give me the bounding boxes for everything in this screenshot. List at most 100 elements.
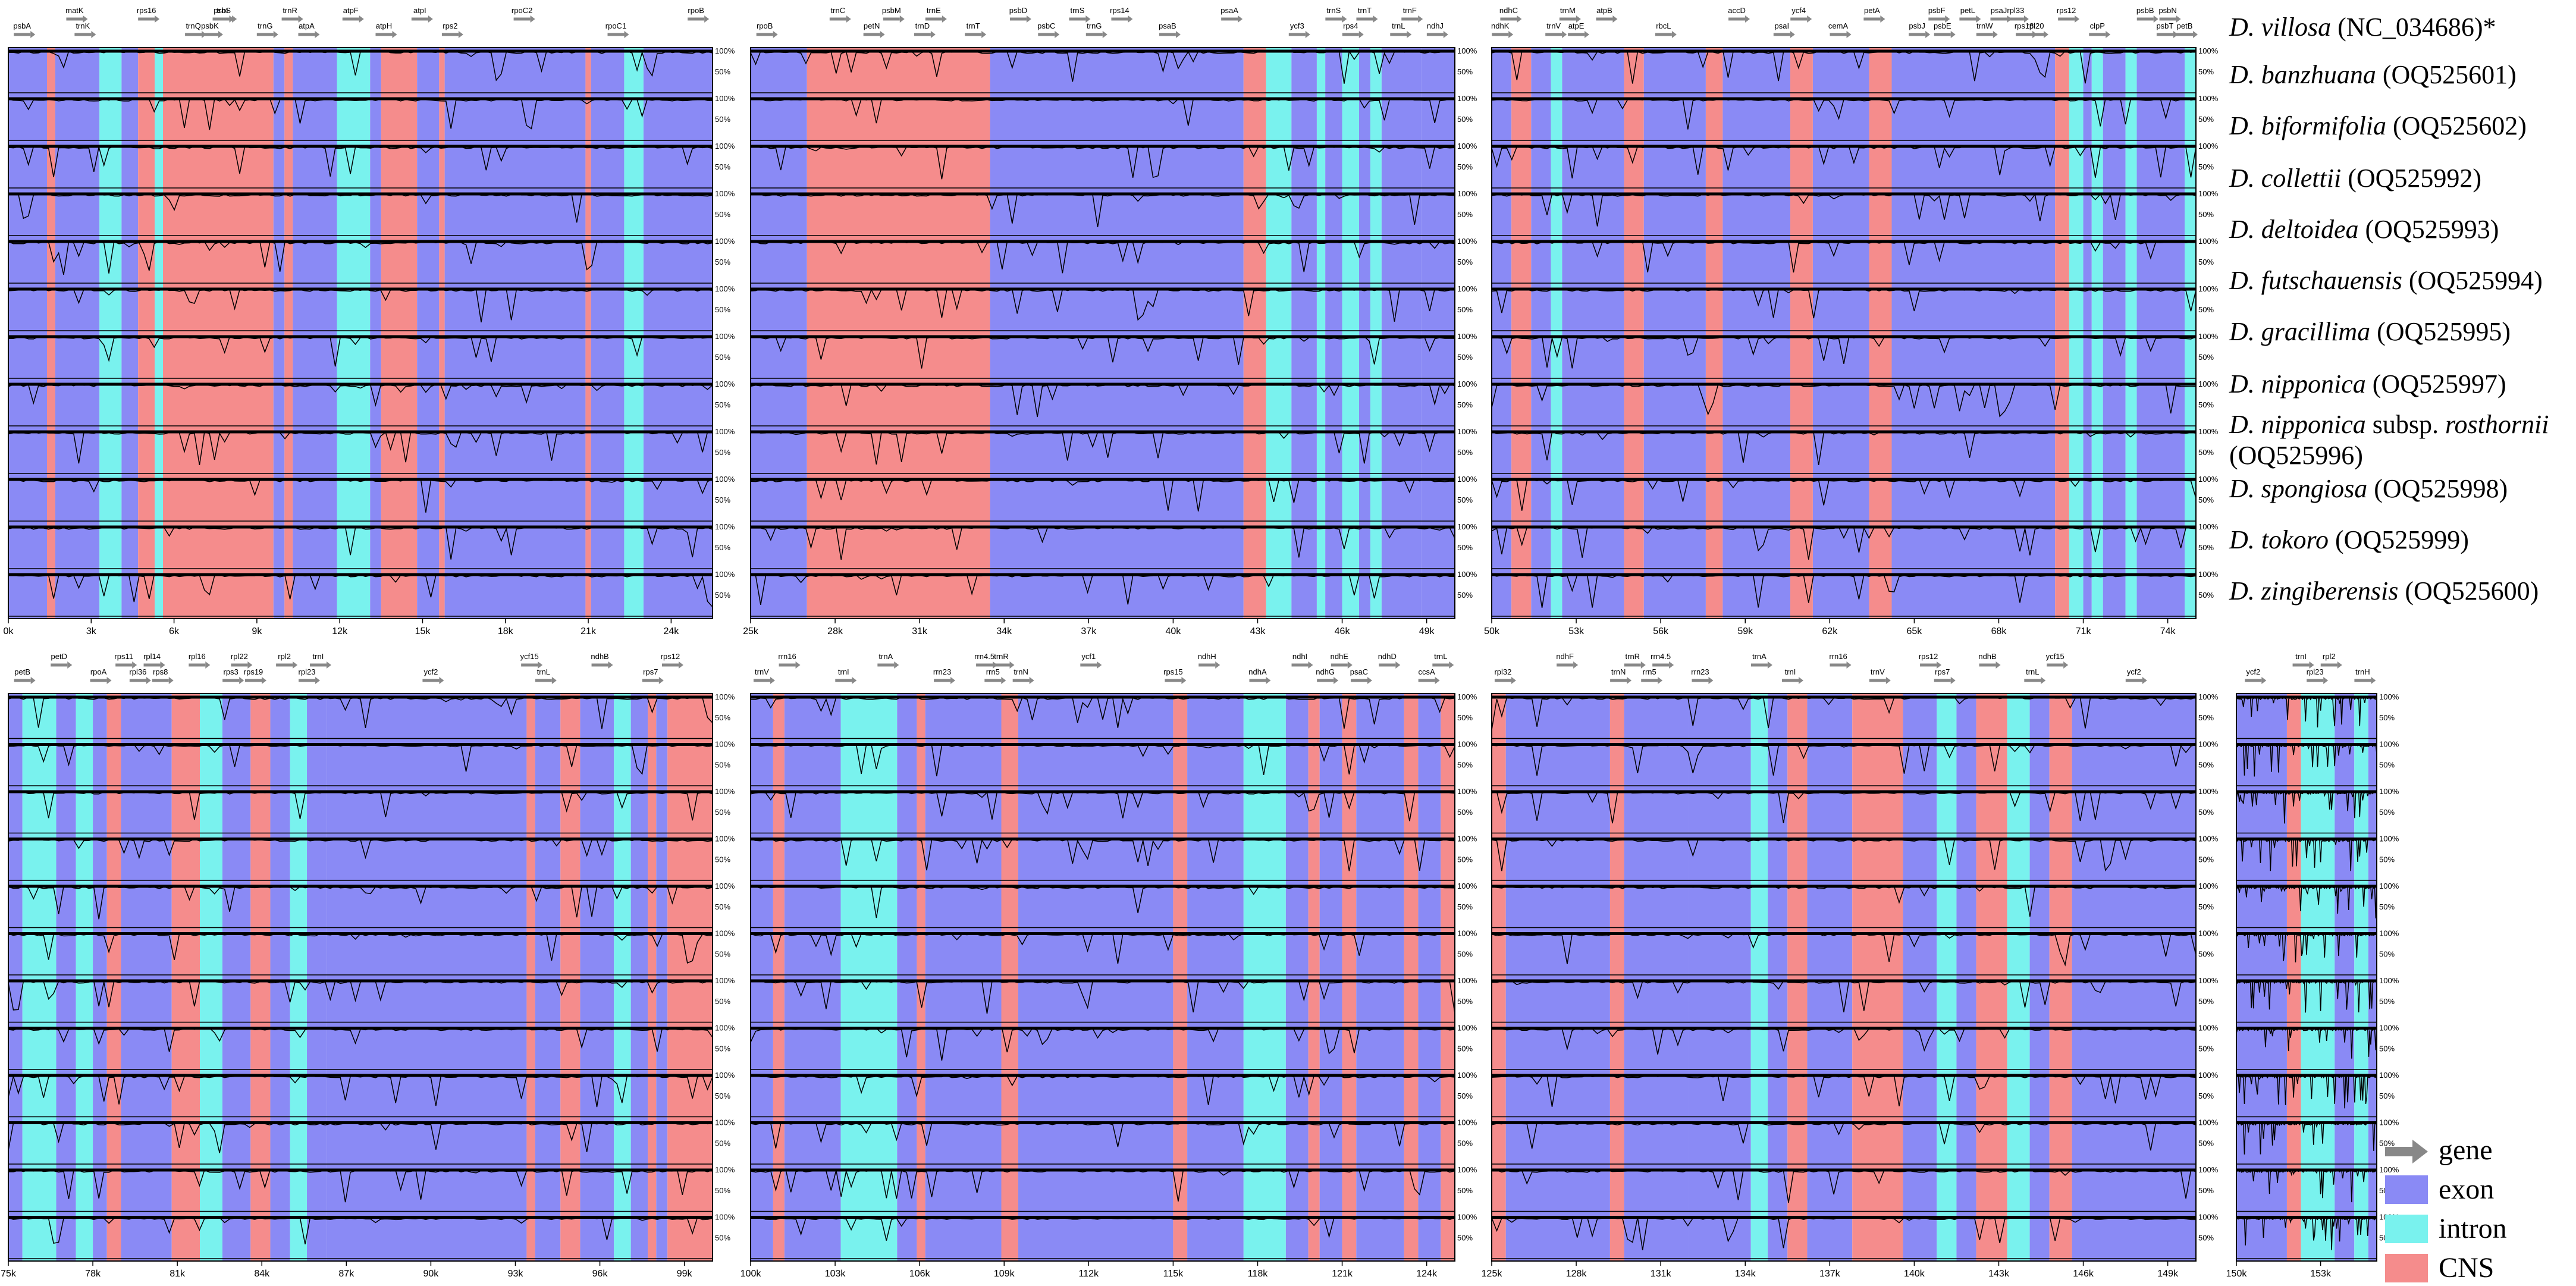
gene-label: trnL	[1392, 21, 1405, 30]
gene-arrowhead	[1807, 15, 1812, 23]
region-intron	[840, 694, 898, 1261]
y-tick-label: 50%	[2198, 713, 2214, 722]
y-tick-label: 50%	[2198, 495, 2214, 504]
gene-arrowhead	[1708, 677, 1714, 684]
gene-label: rps2	[443, 21, 457, 30]
gene-arrowhead	[91, 31, 96, 38]
gene-arrowhead	[2176, 15, 2181, 23]
gene-label: psbE	[1934, 21, 1951, 30]
species-label: D. banzhuana (OQ525601)	[2229, 59, 2568, 90]
y-tick-label: 100%	[2379, 692, 2399, 701]
y-tick-label: 50%	[2198, 353, 2214, 362]
y-tick-label: 50%	[2198, 400, 2214, 409]
y-tick-label: 50%	[715, 760, 730, 769]
x-tick-label: 68k	[1991, 626, 2007, 636]
y-tick-label: 100%	[715, 332, 735, 341]
region-intron	[1342, 48, 1359, 619]
gene-arrowhead	[1799, 677, 1804, 684]
gene-arrowhead	[1880, 15, 1885, 23]
y-tick-label: 100%	[2379, 1024, 2399, 1033]
region-exon	[751, 694, 773, 1261]
accession: (OQ525601)	[2382, 60, 2517, 89]
gene-arrowhead	[950, 677, 956, 684]
gene-arrowhead	[1367, 677, 1372, 684]
x-tick-label: 124k	[1416, 1269, 1438, 1279]
y-tick-label: 100%	[2379, 929, 2399, 938]
gene-label: trnR	[283, 6, 297, 15]
x-tick-label: 100k	[741, 1269, 762, 1279]
gene-arrowhead	[30, 677, 36, 684]
y-tick-label: 100%	[2198, 929, 2219, 938]
gene-arrowhead	[1373, 15, 1378, 23]
gene-arrowhead	[205, 661, 211, 669]
y-tick-label: 100%	[1457, 332, 1477, 341]
gene-label: psaA	[1220, 6, 1238, 15]
y-tick-label: 100%	[1457, 475, 1477, 484]
panel-frame	[8, 693, 713, 1262]
y-tick-label: 50%	[715, 258, 730, 266]
region-exon	[1807, 694, 1853, 1261]
x-tick-label: 149k	[2157, 1269, 2179, 1279]
gene-arrowhead	[293, 661, 298, 669]
gene-label: trnR	[1626, 652, 1640, 661]
gene-arrowhead	[2063, 661, 2069, 669]
gene-label: psaJ	[1991, 6, 2007, 15]
region-exon	[1418, 694, 1441, 1261]
y-tick-label: 50%	[715, 713, 730, 722]
legend-label: intron	[2439, 1213, 2507, 1244]
y-tick-label: 50%	[1457, 808, 1473, 817]
gene-arrowhead	[1573, 661, 1579, 669]
x-tick-label: 46k	[1335, 626, 1351, 636]
gene-label: ndhF	[1556, 652, 1574, 661]
region-exon	[1358, 48, 1370, 619]
gene-label: ndhB	[591, 652, 608, 661]
y-tick-label: 100%	[2198, 284, 2219, 293]
y-tick-label: 100%	[1457, 740, 1477, 749]
gene-arrowhead	[132, 661, 137, 669]
y-tick-label: 100%	[715, 475, 735, 484]
y-tick-label: 100%	[1457, 46, 1477, 55]
species-subsp: rosthornii	[2445, 410, 2549, 439]
y-tick-label: 50%	[2198, 1044, 2214, 1053]
region-exon	[8, 694, 23, 1261]
panel-p3: ndhK ndhC trnV trnM atpE atpB rbcL accD psaIycf4…	[1484, 6, 2219, 636]
y-tick-label: 100%	[715, 692, 735, 701]
gene-arrowhead	[1517, 15, 1522, 23]
region-CNS	[1492, 694, 1506, 1261]
region-exon	[1291, 48, 1317, 619]
gene-arrowhead	[1945, 15, 1950, 23]
gene-label: trnN	[1611, 667, 1626, 676]
y-tick-label: 100%	[715, 142, 735, 150]
gene-arrowhead	[1097, 661, 1102, 669]
region-CNS	[1624, 48, 1644, 619]
panel-p1: psbA matK trnK rps16 trnQ psbI psbK trnS trnG trn…	[4, 6, 735, 636]
y-tick-label: 50%	[1457, 495, 1473, 504]
gene-label: rps12	[661, 652, 680, 661]
gene-label: cemA	[1828, 21, 1849, 30]
gene-label: psbF	[1928, 6, 1946, 15]
y-tick-label: 50%	[1457, 1138, 1473, 1147]
y-tick-label: 50%	[1457, 902, 1473, 911]
x-tick-label: 128k	[1566, 1269, 1587, 1279]
region-CNS	[1342, 694, 1357, 1261]
gene-label: psaC	[1350, 667, 1368, 676]
gene-arrowhead	[168, 677, 174, 684]
y-tick-label: 100%	[1457, 237, 1477, 246]
accession: (OQ525602)	[2393, 111, 2527, 140]
region-intron	[155, 48, 164, 619]
gene-arrowhead	[1937, 661, 1942, 669]
gene-arrowhead	[218, 31, 223, 38]
y-tick-label: 100%	[2198, 1024, 2219, 1033]
gene-arrowhead	[1358, 31, 1364, 38]
x-tick-label: 56k	[1653, 626, 1669, 636]
gene-label: atpF	[343, 6, 359, 15]
gene-arrowhead	[2309, 661, 2314, 669]
region-CNS	[1001, 694, 1018, 1261]
gene-label: petB	[2177, 21, 2193, 30]
species-label: D. biformifolia (OQ525602)	[2229, 111, 2568, 142]
accession: (OQ525997)	[2372, 369, 2506, 399]
gene-arrowhead	[439, 677, 444, 684]
y-tick-label: 50%	[2198, 902, 2214, 911]
x-tick-label: 143k	[1988, 1269, 2010, 1279]
